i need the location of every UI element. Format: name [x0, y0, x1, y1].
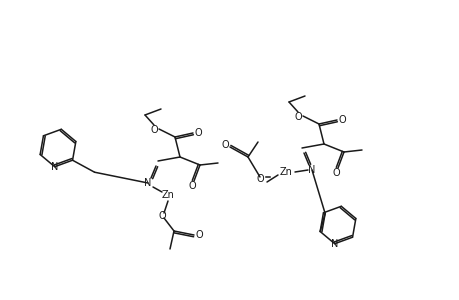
Text: N: N — [330, 239, 338, 249]
Text: Zn: Zn — [279, 167, 292, 177]
Text: O: O — [337, 115, 345, 125]
Text: O: O — [331, 168, 339, 178]
Text: O: O — [188, 181, 196, 191]
Text: O: O — [256, 174, 263, 184]
Text: N: N — [308, 165, 315, 175]
Text: N: N — [51, 162, 58, 172]
Text: O: O — [221, 140, 228, 150]
Text: N: N — [144, 178, 151, 188]
Text: O: O — [158, 211, 165, 221]
Text: O: O — [195, 230, 202, 240]
Text: Zn: Zn — [161, 190, 174, 200]
Text: O: O — [294, 112, 301, 122]
Text: O: O — [194, 128, 202, 138]
Text: O: O — [150, 125, 157, 135]
